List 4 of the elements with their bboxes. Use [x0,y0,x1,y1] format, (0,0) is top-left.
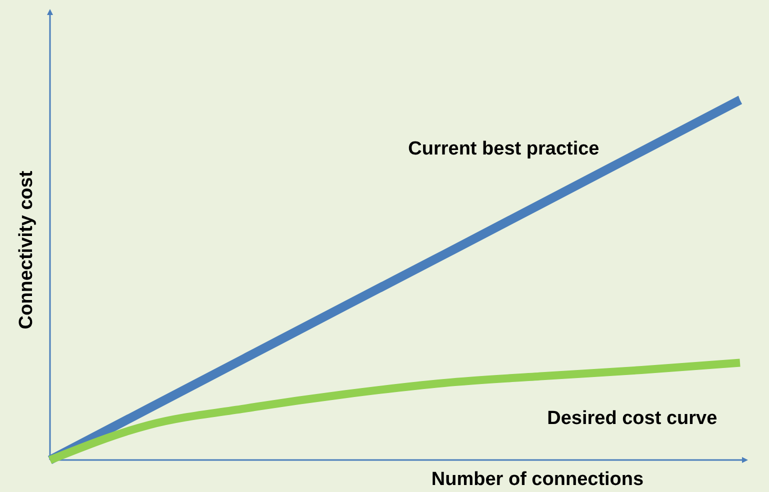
series-label: Current best practice [408,138,600,160]
y-axis-title: Connectivity cost [16,170,37,330]
x-axis-title: Number of connections [431,469,644,490]
series-label: Desired cost curve [547,408,718,430]
